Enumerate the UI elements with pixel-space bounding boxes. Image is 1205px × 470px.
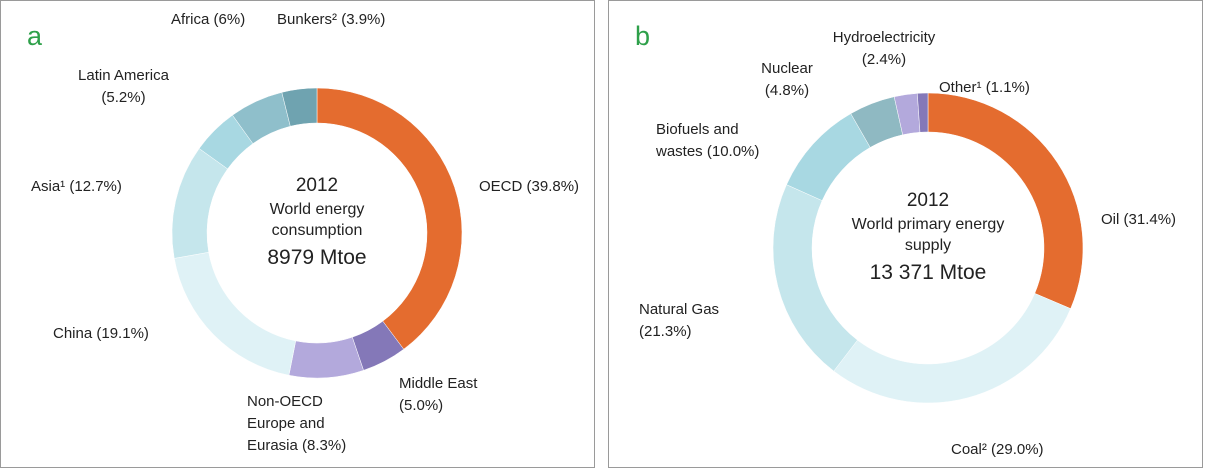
value-label: (5.2%): [101, 89, 146, 106]
category-name: Africa: [171, 11, 210, 28]
category-name: Asia¹: [31, 178, 66, 195]
donut-chart: [171, 87, 463, 379]
value-label: (6%): [213, 11, 246, 28]
donut-segment: [316, 87, 463, 350]
panel: a OECD (39.8%) Middle East (5.0%) Non-OECD …: [0, 0, 595, 468]
segment-label: Middle East (5.0%): [399, 373, 499, 417]
donut-segment: [927, 92, 1084, 309]
center-year: 2012: [295, 175, 339, 196]
category-name: OECD: [479, 178, 523, 195]
category-name: Middle East: [399, 375, 478, 392]
segment-label: Non-OECD Europe and Eurasia (8.3%): [247, 391, 357, 457]
panel: b Oil (31.4%) Coal² (29.0%) Natural Gas (21…: [608, 0, 1203, 468]
value-label: (39.8%): [526, 178, 580, 195]
category-name: Other¹: [939, 79, 982, 96]
panel-label: b: [635, 21, 651, 51]
segment-label: Nuclear (4.8%): [747, 58, 827, 102]
donut-segment: [917, 92, 929, 133]
category-name: Latin America: [78, 67, 169, 84]
segment-label: Oil (31.4%): [1101, 209, 1176, 231]
segment-label: Latin America (5.2%): [61, 65, 186, 109]
segment-label: Other¹ (1.1%): [939, 77, 1030, 99]
center-text: 2012 World primary energy supply 13 371 Mt…: [843, 188, 1013, 290]
center-year: 2012: [906, 190, 950, 211]
value-label: (8.3%): [302, 437, 347, 454]
donut-segment: [171, 148, 228, 259]
segment-label: Asia¹ (12.7%): [31, 176, 122, 198]
panel-label: a: [27, 21, 43, 51]
donut-chart: [772, 92, 1084, 404]
value-label: (2.4%): [861, 51, 907, 68]
category-name: Hydroelectricity: [832, 29, 936, 46]
center-total: 13 371 Mtoe: [869, 261, 987, 284]
segment-label: China (19.1%): [53, 323, 149, 345]
value-label: (3.9%): [341, 11, 386, 28]
category-name: Biofuels and wastes: [656, 121, 739, 160]
center-caption: World primary energy supply: [851, 216, 1005, 254]
category-name: Coal²: [951, 441, 987, 458]
category-name: Nuclear: [761, 60, 813, 77]
center-text: 2012 World energy consumption 8979 Mtoe: [242, 173, 392, 275]
value-label: (10.0%): [706, 143, 760, 160]
value-label: (21.3%): [639, 323, 692, 340]
category-name: Non-OECD Europe and Eurasia: [247, 393, 325, 454]
segment-label: Bunkers² (3.9%): [277, 9, 385, 31]
category-name: Natural Gas: [639, 301, 720, 318]
category-name: Oil: [1101, 211, 1120, 228]
category-name: China: [53, 325, 93, 342]
donut-segment: [288, 336, 364, 379]
donut-segment: [281, 87, 318, 127]
value-label: (4.8%): [764, 82, 810, 99]
value-label: (29.0%): [991, 441, 1044, 458]
value-label: (5.0%): [399, 397, 444, 414]
segment-label: Hydroelectricity (2.4%): [809, 27, 959, 71]
value-label: (12.7%): [69, 178, 122, 195]
value-label: (19.1%): [96, 325, 149, 342]
value-label: (31.4%): [1123, 211, 1177, 228]
value-label: (1.1%): [985, 79, 1030, 96]
segment-label: Biofuels and wastes (10.0%): [656, 119, 776, 163]
segment-label: OECD (39.8%): [479, 176, 579, 198]
segment-label: Africa (6%): [171, 9, 245, 31]
category-name: Bunkers²: [277, 11, 338, 28]
center-total: 8979 Mtoe: [267, 246, 367, 269]
center-caption: World energy consumption: [269, 201, 365, 239]
segment-label: Natural Gas (21.3%): [639, 299, 739, 343]
segment-label: Coal² (29.0%): [951, 439, 1044, 461]
donut-segment: [833, 293, 1071, 404]
